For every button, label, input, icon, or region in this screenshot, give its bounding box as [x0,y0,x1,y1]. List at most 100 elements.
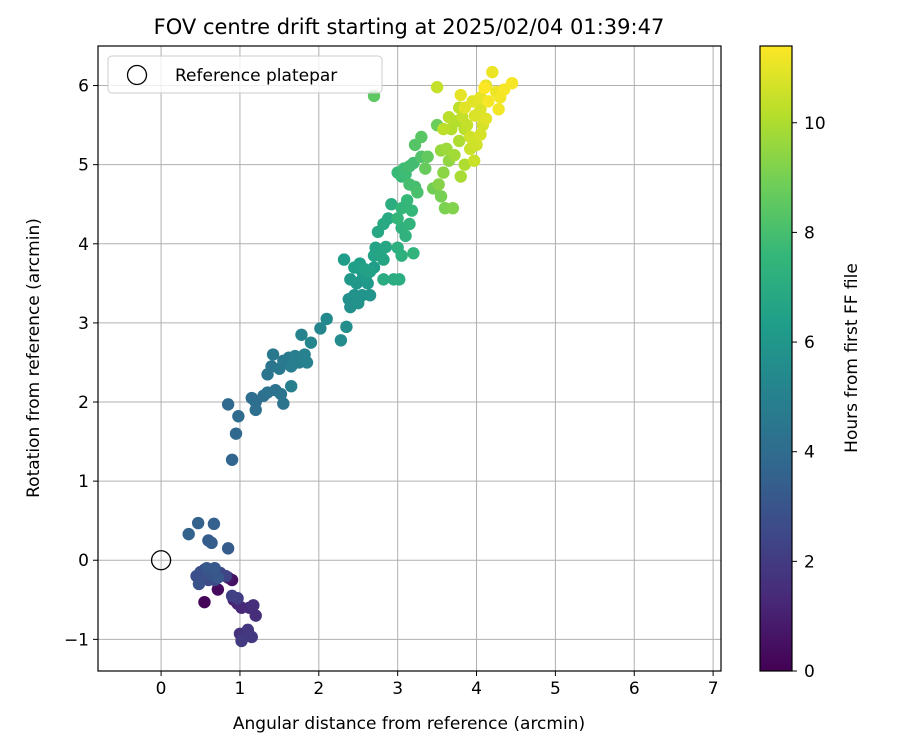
colorbar-tick-label: 8 [804,223,815,243]
data-point [298,348,311,361]
data-point [415,130,428,144]
data-point [391,212,404,225]
data-point [229,427,243,440]
data-point [363,289,377,302]
data-point [454,170,467,183]
data-point [198,595,211,609]
data-point [492,103,505,116]
data-point [207,517,221,531]
data-point [221,398,235,411]
data-point [377,273,390,286]
data-point [458,101,471,114]
data-point [482,95,495,108]
data-point [393,273,406,286]
y-tick-label: −1 [64,630,89,650]
chart-title: FOV centre drift starting at 2025/02/04 … [154,15,665,39]
data-point [405,204,419,217]
data-point [474,103,487,116]
data-point [407,247,420,260]
data-point [211,571,225,584]
legend-entry-reference-platepar: Reference platepar [175,66,337,86]
data-point [467,154,481,167]
data-point [235,634,248,648]
data-point [446,201,460,215]
data-point [245,630,258,644]
data-point [314,322,327,335]
data-point [266,348,280,361]
data-point [437,166,450,179]
data-point [470,138,483,152]
x-axis-label: Angular distance from reference (arcmin) [233,714,585,734]
x-tick-label: 0 [156,679,167,699]
data-point [454,88,467,102]
data-point [403,217,416,231]
data-point [452,134,466,148]
y-tick-label: 5 [78,156,89,176]
x-tick-label: 6 [629,679,640,699]
y-tick-label: 1 [78,472,89,492]
data-point [385,198,398,211]
data-point [191,516,205,530]
data-point [382,212,395,225]
axes: 0 1 2 3 4 5 6 7 −1 0 1 2 3 4 5 6 [64,45,722,699]
data-point [363,265,377,278]
data-point [320,312,333,326]
y-axis-label: Rotation from reference (arcmin) [24,218,44,498]
data-point [432,178,445,191]
colorbar-tick-label: 10 [804,114,826,134]
colorbar-tick-label: 0 [804,662,815,682]
data-point [344,273,357,286]
data-point [274,387,288,401]
data-point [486,65,499,79]
data-point [448,148,461,162]
data-point [411,186,424,199]
y-tick-label: 2 [78,393,89,413]
colorbar-label: Hours from first FF file [842,263,862,453]
data-point [474,128,487,141]
data-point [334,334,348,347]
data-point [434,190,448,203]
data-point [437,122,450,136]
data-points [150,65,519,648]
data-point [340,320,353,334]
colorbar-tick-label: 2 [804,552,815,572]
plot-frame [97,45,722,672]
data-point [182,527,195,541]
x-tick-label: 4 [471,679,482,699]
colorbar-gradient [759,45,793,672]
data-point [442,111,456,124]
y-tick-label: 0 [78,551,89,571]
data-point [205,536,218,550]
data-point [211,583,225,596]
data-point [208,561,221,575]
x-tick-label: 3 [392,679,403,699]
data-point [395,249,408,262]
reference-platepar-marker [150,550,172,571]
data-point [192,577,206,591]
data-point [505,76,519,90]
data-point [479,112,493,125]
data-point [249,403,262,417]
data-point [460,118,474,132]
data-point [304,336,318,349]
data-point [458,158,471,171]
data-point [400,194,414,207]
data-point [478,81,491,95]
colorbar-tick-label: 6 [804,333,815,353]
y-tick-label: 3 [78,314,89,334]
data-point [379,240,393,254]
legend: Reference platepar [107,55,383,94]
x-tick-label: 2 [313,679,324,699]
legend-marker [126,64,148,86]
colorbar-tick-label: 4 [804,443,815,463]
data-point [419,162,432,175]
data-point [225,589,239,603]
x-tick-label: 5 [550,679,561,699]
x-tick-label: 7 [708,679,719,699]
y-tick-label: 6 [78,77,89,97]
data-point [225,453,239,466]
data-point [277,397,290,410]
data-point [247,599,260,612]
colorbar: 0 2 4 6 8 10 [759,45,826,682]
